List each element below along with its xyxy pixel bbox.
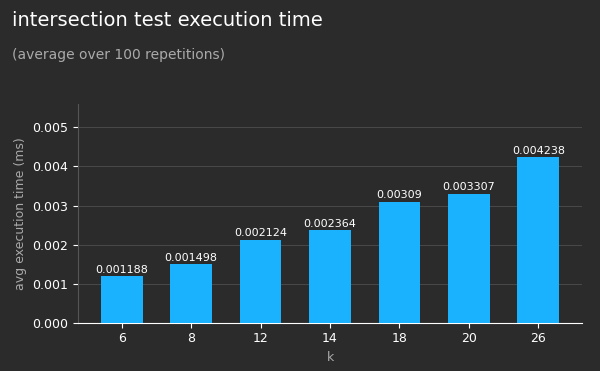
Bar bbox=[170, 264, 212, 323]
Text: (average over 100 repetitions): (average over 100 repetitions) bbox=[12, 48, 225, 62]
Text: 0.003307: 0.003307 bbox=[442, 182, 495, 192]
Bar bbox=[240, 240, 281, 323]
Y-axis label: avg execution time (ms): avg execution time (ms) bbox=[14, 137, 27, 290]
Bar bbox=[101, 276, 143, 323]
Text: 0.00309: 0.00309 bbox=[377, 190, 422, 200]
Text: 0.004238: 0.004238 bbox=[512, 145, 565, 155]
Text: 0.001498: 0.001498 bbox=[164, 253, 218, 263]
Bar bbox=[309, 230, 351, 323]
Text: 0.001188: 0.001188 bbox=[95, 265, 148, 275]
Bar bbox=[379, 202, 420, 323]
Bar bbox=[448, 194, 490, 323]
Text: intersection test execution time: intersection test execution time bbox=[12, 11, 323, 30]
Text: 0.002364: 0.002364 bbox=[304, 219, 356, 229]
X-axis label: k: k bbox=[326, 351, 334, 364]
Text: 0.002124: 0.002124 bbox=[234, 228, 287, 238]
Bar bbox=[517, 157, 559, 323]
